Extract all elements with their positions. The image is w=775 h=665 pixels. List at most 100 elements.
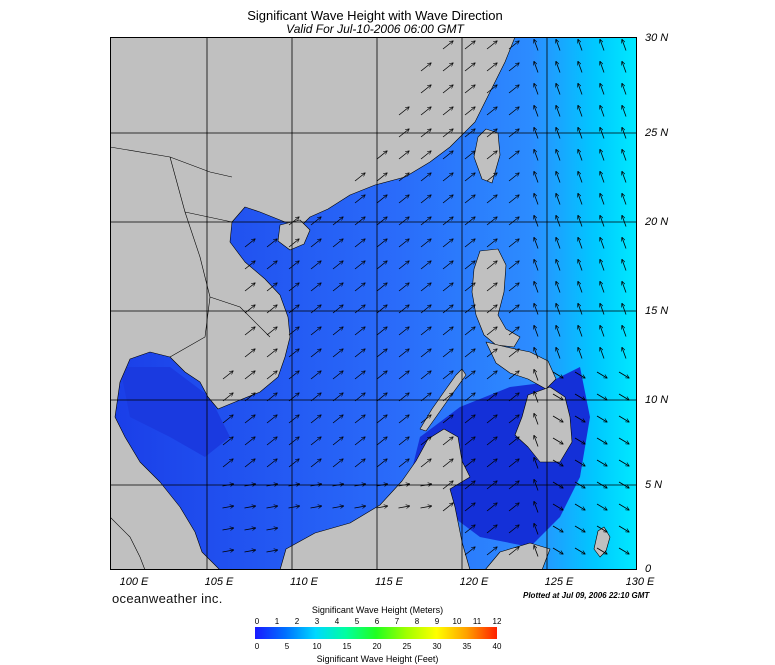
wave-arrow bbox=[556, 326, 561, 337]
wave-arrow bbox=[266, 371, 277, 380]
wave-arrow bbox=[442, 107, 453, 116]
wave-arrow bbox=[600, 62, 605, 73]
wave-arrow bbox=[574, 525, 585, 532]
wave-arrow bbox=[618, 415, 629, 422]
wave-arrow bbox=[398, 437, 409, 446]
wave-arrow bbox=[222, 459, 233, 468]
wave-arrow bbox=[552, 393, 563, 400]
wave-arrow bbox=[556, 238, 561, 249]
wave-arrow bbox=[442, 195, 453, 204]
wave-arrow bbox=[508, 85, 519, 94]
wave-arrow bbox=[420, 506, 432, 508]
wave-arrow bbox=[376, 217, 387, 226]
lat-label-20n: 20 N bbox=[645, 216, 669, 228]
wave-arrow bbox=[596, 459, 607, 466]
wave-arrow bbox=[310, 371, 321, 380]
sulawesi-island bbox=[484, 542, 551, 570]
lat-label-10n: 10 N bbox=[645, 394, 669, 406]
wave-arrow bbox=[398, 459, 409, 468]
wave-arrow bbox=[464, 327, 475, 336]
wave-arrow bbox=[574, 415, 585, 422]
wave-arrow bbox=[244, 327, 255, 336]
wave-arrow bbox=[244, 239, 255, 248]
wave-arrow bbox=[508, 63, 519, 72]
lon-label-120e: 120 E bbox=[459, 576, 489, 588]
asia-mainland bbox=[110, 37, 516, 570]
wave-arrow bbox=[288, 484, 300, 486]
wave-arrow bbox=[222, 550, 234, 552]
wave-arrow bbox=[420, 283, 431, 292]
wave-arrow bbox=[556, 172, 561, 183]
wave-arrow bbox=[310, 327, 321, 336]
wave-arrow bbox=[464, 481, 475, 490]
wave-arrow bbox=[622, 172, 627, 183]
wave-arrow bbox=[288, 239, 299, 248]
wave-arrow bbox=[310, 239, 321, 248]
wave-arrow bbox=[508, 503, 519, 512]
wave-arrow bbox=[574, 393, 585, 400]
wave-arrow bbox=[442, 481, 453, 490]
wave-arrow bbox=[310, 283, 321, 292]
wave-arrow bbox=[244, 415, 255, 424]
wave-arrow bbox=[534, 84, 539, 95]
wave-arrow bbox=[486, 283, 497, 292]
wave-arrow bbox=[578, 128, 583, 139]
wave-arrow bbox=[596, 481, 607, 488]
wave-arrow bbox=[486, 547, 497, 556]
wave-arrow bbox=[332, 484, 344, 486]
wave-arrow bbox=[622, 84, 627, 95]
wave-arrow bbox=[556, 150, 561, 161]
wave-arrow bbox=[534, 282, 539, 293]
wave-arrow bbox=[376, 239, 387, 248]
meters-tick-4: 4 bbox=[334, 617, 340, 626]
wave-arrow bbox=[534, 546, 539, 557]
feet-tick-40: 40 bbox=[492, 642, 502, 651]
wave-arrow bbox=[442, 415, 453, 424]
wave-arrow bbox=[398, 195, 409, 204]
wave-arrow bbox=[552, 503, 563, 510]
wave-arrow bbox=[442, 371, 453, 380]
wave-arrow bbox=[622, 150, 627, 161]
wave-arrow bbox=[508, 393, 519, 402]
wave-arrow bbox=[552, 459, 563, 466]
wave-arrow bbox=[622, 128, 627, 139]
wave-arrow bbox=[596, 371, 607, 378]
wave-arrow bbox=[534, 150, 539, 161]
wave-arrow bbox=[376, 371, 387, 380]
wave-arrow bbox=[420, 459, 431, 468]
wave-arrow bbox=[508, 371, 519, 380]
lon-label-110e: 110 E bbox=[290, 576, 318, 588]
wave-arrow bbox=[398, 129, 409, 138]
wave-arrow bbox=[534, 194, 539, 205]
wave-arrow bbox=[534, 414, 539, 425]
wave-arrow bbox=[222, 393, 233, 402]
wave-arrow bbox=[508, 217, 519, 226]
wave-arrow bbox=[442, 305, 453, 314]
wave-arrow bbox=[442, 393, 453, 402]
wave-arrow bbox=[354, 195, 365, 204]
wave-arrow bbox=[464, 437, 475, 446]
wave-arrow bbox=[288, 371, 299, 380]
wave-arrow bbox=[508, 261, 519, 270]
wave-arrow bbox=[486, 173, 497, 182]
wave-arrow bbox=[600, 128, 605, 139]
wave-arrow bbox=[398, 415, 409, 424]
luzon-island bbox=[471, 248, 521, 348]
wave-arrow bbox=[354, 283, 365, 292]
wave-arrow bbox=[354, 173, 365, 182]
wave-arrow bbox=[288, 349, 299, 358]
meters-tick-10: 10 bbox=[452, 617, 462, 626]
wave-arrow bbox=[244, 305, 255, 314]
chart-subtitle: Valid For Jul-10-2006 06:00 GMT bbox=[286, 22, 464, 36]
wave-arrow bbox=[376, 305, 387, 314]
wave-arrow bbox=[486, 327, 497, 336]
wave-arrow bbox=[442, 503, 453, 512]
wave-arrow bbox=[376, 261, 387, 270]
wave-arrow bbox=[508, 437, 519, 446]
wave-arrow bbox=[600, 238, 605, 249]
wave-arrow bbox=[288, 261, 299, 270]
wave-arrow bbox=[600, 282, 605, 293]
chart-title: Significant Wave Height with Wave Direct… bbox=[247, 8, 503, 23]
wave-arrow bbox=[600, 326, 605, 337]
wave-arrow bbox=[622, 238, 627, 249]
